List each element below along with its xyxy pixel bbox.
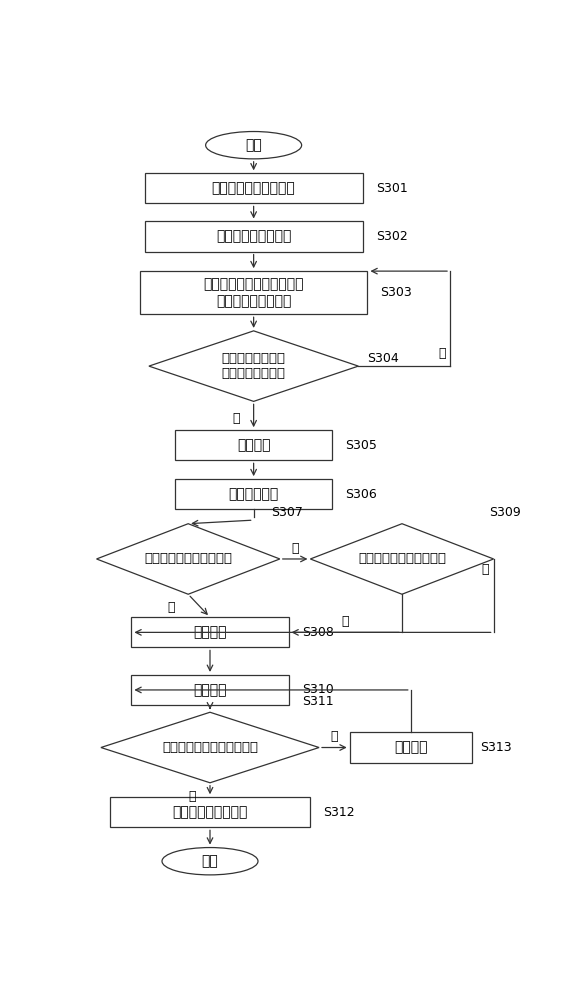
Text: 公共节点是否为可控负荷: 公共节点是否为可控负荷 [144, 552, 232, 565]
FancyBboxPatch shape [175, 430, 332, 460]
Text: 智能水滴参数初始化: 智能水滴参数初始化 [216, 230, 291, 244]
Text: S305: S305 [345, 439, 377, 452]
Text: 否: 否 [438, 347, 446, 360]
FancyBboxPatch shape [350, 732, 472, 763]
Ellipse shape [162, 848, 258, 875]
FancyBboxPatch shape [145, 221, 363, 252]
Text: S306: S306 [345, 488, 377, 501]
Text: S307: S307 [271, 506, 303, 519]
Text: 否: 否 [482, 563, 489, 576]
FancyBboxPatch shape [110, 797, 310, 827]
Text: S302: S302 [376, 230, 408, 243]
Text: S303: S303 [380, 286, 412, 299]
Text: 开始: 开始 [245, 138, 262, 152]
Text: 是: 是 [189, 790, 196, 803]
FancyBboxPatch shape [145, 173, 363, 203]
Text: S304: S304 [367, 352, 399, 365]
Text: 基于智能水滴算法搜索当前
智能水滴的流向节点: 基于智能水滴算法搜索当前 智能水滴的流向节点 [203, 278, 304, 308]
Text: 孤岛合并: 孤岛合并 [193, 625, 227, 639]
Text: 否: 否 [291, 542, 299, 555]
Polygon shape [101, 712, 319, 783]
Text: S313: S313 [481, 741, 512, 754]
FancyBboxPatch shape [140, 271, 367, 314]
Text: 结束: 结束 [202, 854, 218, 868]
Text: 能: 能 [342, 615, 349, 628]
Text: 得到当前孤岛: 得到当前孤岛 [229, 487, 279, 501]
Polygon shape [97, 524, 280, 594]
Text: 配电网网络参数初始化: 配电网网络参数初始化 [212, 181, 296, 195]
Polygon shape [310, 524, 494, 594]
Text: 负荷切除: 负荷切除 [394, 741, 427, 755]
FancyBboxPatch shape [132, 675, 289, 705]
Polygon shape [149, 331, 358, 401]
Text: 计算结果是否满足约束要求: 计算结果是否满足约束要求 [162, 741, 258, 754]
Text: 否: 否 [330, 730, 338, 743]
Text: S308: S308 [302, 626, 333, 639]
Text: S312: S312 [324, 806, 355, 819]
Text: 是否能够为公共节点供电: 是否能够为公共节点供电 [358, 552, 446, 565]
Text: 最终的孤岛划分方案: 最终的孤岛划分方案 [172, 805, 248, 819]
FancyBboxPatch shape [132, 617, 289, 647]
Ellipse shape [205, 132, 302, 159]
Text: S311: S311 [302, 695, 333, 708]
FancyBboxPatch shape [175, 479, 332, 509]
Text: 参数更新: 参数更新 [237, 438, 270, 452]
Text: 搜索到的流向节点
是否满足供电需求: 搜索到的流向节点 是否满足供电需求 [222, 352, 285, 380]
Text: 是: 是 [167, 601, 175, 614]
Text: S310: S310 [302, 683, 333, 696]
Text: 是: 是 [233, 412, 240, 425]
Text: 潮流计算: 潮流计算 [193, 683, 227, 697]
Text: S309: S309 [489, 506, 521, 519]
Text: S301: S301 [376, 182, 408, 195]
